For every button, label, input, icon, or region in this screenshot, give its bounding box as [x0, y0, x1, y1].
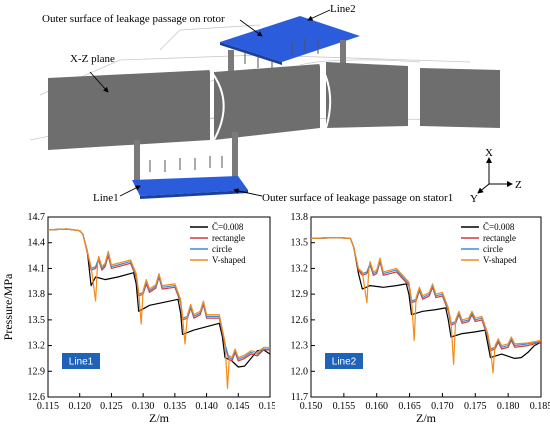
annotation-arrows [89, 9, 331, 197]
y-tick-label: 12.9 [28, 366, 46, 377]
legend-label-2: circle [483, 244, 503, 254]
xz-plane-segment-4 [420, 68, 500, 128]
label-xz-plane: X-Z plane [70, 53, 115, 65]
stator-passage-surface [132, 176, 248, 196]
axis-label-x: X [485, 147, 493, 159]
x-tick-label: 0.145 [227, 401, 250, 412]
plot-frame [310, 216, 542, 398]
x-axis-label: Z/m [149, 411, 170, 425]
y-tick-label: 13.8 [291, 212, 309, 223]
x-tick-label: 0.180 [497, 401, 519, 412]
y-axis-label: Pressure/MPa [1, 273, 15, 340]
line-tag-box [62, 353, 100, 369]
x-tick-label: 0.155 [333, 401, 356, 412]
turbine-schematic: Outer surface of leakage passage on roto… [29, 3, 522, 205]
x-tick-label: 0.150 [300, 401, 323, 412]
y-tick-label: 14.7 [28, 212, 46, 223]
x-tick-label: 0.125 [100, 401, 123, 412]
legend-label-2: circle [212, 244, 232, 254]
legend-label-3: V-shaped [212, 255, 246, 265]
series-line-3 [47, 228, 270, 389]
y-tick-label: 11.7 [291, 392, 308, 403]
x-tick-label: 0.120 [68, 401, 91, 412]
x-tick-label: 0.170 [431, 401, 454, 412]
y-tick-label: 12.9 [291, 289, 309, 300]
line-tag-label: Line2 [332, 357, 357, 368]
x-axis-label: Z/m [416, 411, 437, 425]
blade-curves [209, 63, 332, 141]
x-tick-label: 0.150 [259, 401, 275, 412]
pressure-chart-line2: 0.150 0.155 0.160 0.165 0.170 0.175 0.180 0.185… [291, 212, 550, 425]
x-tick-label: 0.175 [464, 401, 487, 412]
label-rotor-surface: Outer surface of leakage passage on roto… [42, 13, 225, 25]
x-tick-label: 0.140 [195, 401, 218, 412]
stator-passage-edge [140, 190, 248, 199]
axis-label-y: Y [470, 193, 478, 205]
pressure-chart-line1: 0.115 0.120 0.125 0.130 0.135 0.140 0.145 0.150… [1, 212, 275, 425]
y-tick-label: 12.0 [291, 366, 309, 377]
y-tick-label: 12.3 [291, 341, 309, 352]
plot-frame [47, 216, 271, 398]
legend-label-0: C̄=0.008 [483, 222, 515, 232]
y-tick-label: 14.4 [28, 238, 46, 249]
xz-plane-segment-2 [214, 64, 320, 140]
series-line-0 [47, 228, 271, 368]
line-tag-box [325, 353, 363, 369]
y-tick-label: 12.6 [28, 392, 46, 403]
legend-label-3: V-shaped [483, 255, 517, 265]
stator-teeth [149, 156, 223, 172]
y-tick-label: 13.2 [291, 263, 309, 274]
xz-plane-segment-3 [326, 62, 408, 128]
x-tick-label: 0.185 [530, 401, 550, 412]
label-stator-surface: Outer surface of leakage passage on stat… [262, 192, 453, 204]
y-tick-label: 13.2 [28, 341, 46, 352]
xz-plane-segment-1 [48, 70, 210, 150]
y-tick-label: 13.5 [28, 315, 46, 326]
x-tick-label: 0.160 [365, 401, 388, 412]
line-tag-label: Line1 [69, 357, 94, 368]
x-tick-label: 0.130 [132, 401, 155, 412]
y-tick-label: 13.5 [291, 238, 309, 249]
legend-label-1: rectangle [483, 233, 516, 243]
stator-pillar-right [232, 132, 238, 180]
y-tick-label: 12.6 [291, 315, 309, 326]
y-tick-label: 14.1 [28, 263, 46, 274]
label-line2: Line2 [330, 3, 356, 15]
series-line-3 [310, 237, 542, 374]
x-tick-label: 0.135 [164, 401, 187, 412]
y-tick-label: 13.8 [28, 289, 46, 300]
rotor-passage-edge [220, 42, 282, 65]
coordinate-triad [477, 157, 513, 194]
series-line-0 [310, 237, 542, 359]
x-tick-label: 0.115 [37, 401, 59, 412]
legend-label-0: C̄=0.008 [212, 222, 244, 232]
axis-label-z: Z [515, 179, 522, 191]
label-line1: Line1 [93, 192, 119, 204]
legend-label-1: rectangle [212, 233, 245, 243]
rotor-passage-surface [220, 16, 360, 62]
stator-pillar-left [134, 140, 140, 180]
x-tick-label: 0.165 [398, 401, 421, 412]
